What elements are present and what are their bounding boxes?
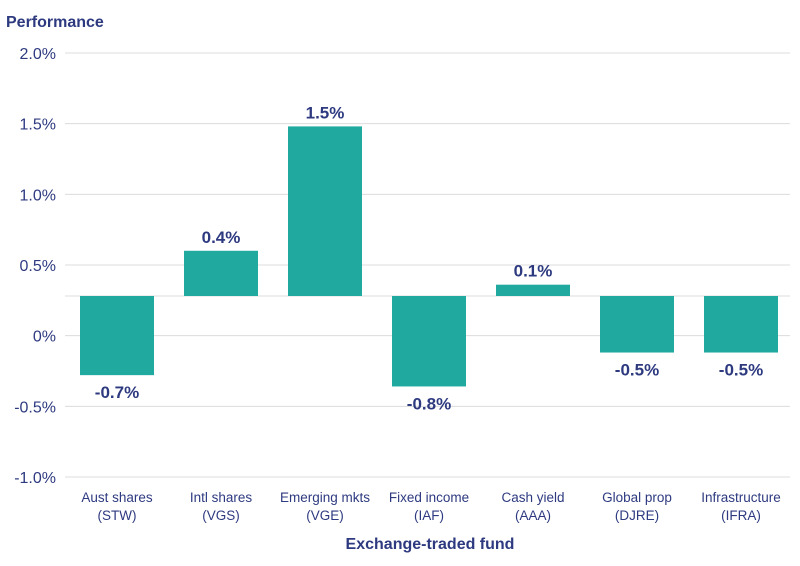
data-label: -0.5% xyxy=(615,361,659,380)
y-axis-ticks: 2.0% 1.5% 1.0% 0.5% 0% -0.5% -1.0% xyxy=(14,46,56,487)
data-label: -0.7% xyxy=(95,383,139,402)
category-ticker: (IAF) xyxy=(414,508,444,523)
bars xyxy=(80,126,778,387)
category-label: Cash yield xyxy=(501,490,564,505)
bar xyxy=(600,296,674,353)
category-label: Global prop xyxy=(602,490,672,505)
x-axis-categories: Aust shares (STW) Intl shares (VGS) Emerging… xyxy=(81,490,780,523)
data-label: -0.8% xyxy=(407,394,451,413)
y-tick-label: 0.5% xyxy=(20,258,56,275)
data-label: -0.5% xyxy=(719,361,763,380)
category-ticker: (STW) xyxy=(98,508,137,523)
data-label: 0.4% xyxy=(202,228,241,247)
bar xyxy=(704,296,778,353)
category-ticker: (AAA) xyxy=(515,508,551,523)
bar xyxy=(80,296,154,376)
category-label: Infrastructure xyxy=(701,490,781,505)
category-label: Intl shares xyxy=(190,490,253,505)
y-tick-label: 0% xyxy=(33,329,56,346)
category-ticker: (VGE) xyxy=(306,508,344,523)
y-tick-label: -1.0% xyxy=(14,470,56,487)
bar xyxy=(496,284,570,296)
category-label: Emerging mkts xyxy=(280,490,370,505)
category-ticker: (IFRA) xyxy=(721,508,761,523)
data-label: 0.1% xyxy=(514,262,553,281)
bar xyxy=(184,250,258,296)
category-label: Aust shares xyxy=(81,490,153,505)
bar xyxy=(392,296,466,387)
category-label: Fixed income xyxy=(389,490,469,505)
y-axis-title: Performance xyxy=(6,14,104,31)
category-ticker: (VGS) xyxy=(202,508,240,523)
data-labels: -0.7% 0.4% 1.5% -0.8% 0.1% -0.5% -0.5% xyxy=(95,103,763,413)
bar xyxy=(288,126,362,297)
y-tick-label: 1.0% xyxy=(20,187,56,204)
x-axis-title: Exchange-traded fund xyxy=(346,536,515,553)
category-ticker: (DJRE) xyxy=(615,508,659,523)
y-tick-label: -0.5% xyxy=(14,399,56,416)
y-tick-label: 2.0% xyxy=(20,46,56,63)
data-label: 1.5% xyxy=(306,103,345,122)
y-tick-label: 1.5% xyxy=(20,117,56,134)
